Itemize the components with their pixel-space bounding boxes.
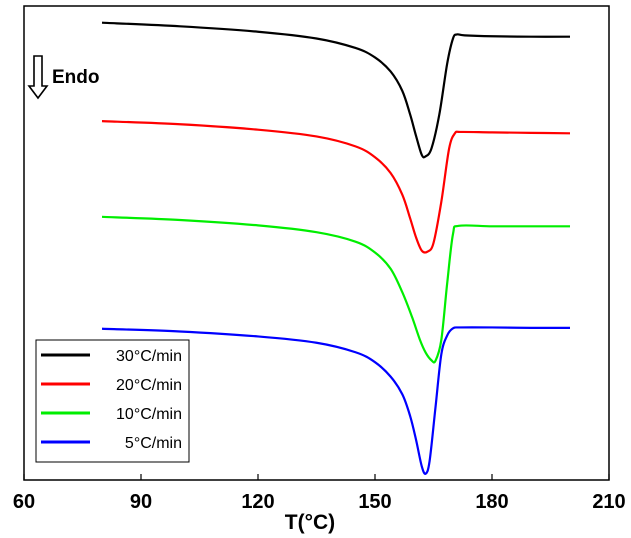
endo-annotation: Endo [27,55,100,100]
legend-label-10-c-min: 10°C/min [116,406,182,423]
legend-label-5-c-min: 5°C/min [125,435,182,452]
x-axis-title: T(°C) [285,511,335,534]
legend-label-20-c-min: 20°C/min [116,377,182,394]
endo-label: Endo [52,67,100,88]
series-line-30-c-min [101,21,571,159]
x-tick-label: 120 [241,491,274,513]
x-axis-ticks: 60 90 120 150 180 210 [13,474,626,513]
legend: 30°C/min 20°C/min 10°C/min 5°C/min [35,339,190,463]
x-tick-label: 180 [475,491,508,513]
series-line-10-c-min [101,215,570,364]
x-tick-label: 150 [358,491,391,513]
legend-box [35,339,190,463]
legend-label-30-c-min: 30°C/min [116,348,182,365]
legend-entries: 30°C/min 20°C/min 10°C/min 5°C/min [41,348,182,452]
down-arrow-icon [27,55,49,100]
series-layer [101,21,571,475]
series-line-20-c-min [101,120,571,254]
x-tick-label: 90 [130,491,152,513]
series-line-5-c-min [101,326,571,475]
plot-frame [23,5,610,481]
x-tick-label: 210 [592,491,625,513]
x-tick-label: 60 [13,491,35,513]
